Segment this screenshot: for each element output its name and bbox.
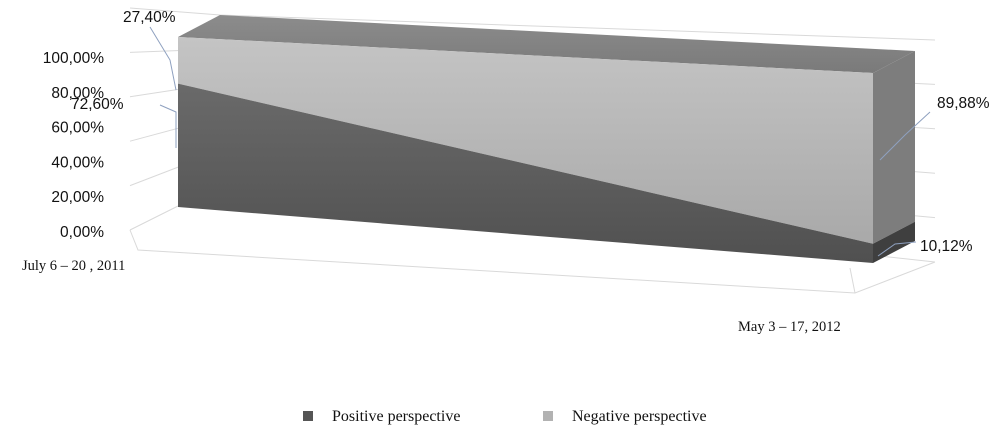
y-tick-label: 40,00% — [51, 154, 104, 171]
y-tick-label: 80,00% — [51, 85, 104, 102]
area-top-face — [178, 15, 915, 73]
leader-line — [149, 26, 177, 91]
data-label: 72,60% — [71, 96, 124, 113]
legend-label: Negative perspective — [572, 408, 707, 425]
leader-line — [159, 104, 177, 148]
data-label: 27,40% — [123, 9, 176, 26]
legend-swatch — [303, 411, 313, 421]
x-category-label: May 3 – 17, 2012 — [738, 319, 841, 335]
leader-line — [879, 111, 931, 161]
floor-edge — [849, 267, 856, 294]
negative-side-face — [873, 51, 915, 244]
data-label: 10,12% — [920, 238, 973, 255]
y-tick-label: 0,00% — [60, 224, 104, 241]
floor-edge — [129, 229, 936, 294]
y-tick-label: 100,00% — [43, 50, 104, 67]
area-positive-perspective — [178, 83, 873, 263]
legend-swatch — [543, 411, 553, 421]
x-axis-categories: July 6 – 20 , 2011 May 3 – 17, 2012 — [22, 258, 841, 335]
area-negative-perspective — [178, 37, 873, 244]
y-tick-label: 60,00% — [51, 120, 104, 137]
data-labels: 27,40% 72,60% 89,88% 10,12% — [71, 9, 990, 257]
y-tick-label: 20,00% — [51, 189, 104, 206]
leader-line — [877, 241, 917, 257]
series-group — [178, 15, 915, 263]
x-category-label: July 6 – 20 , 2011 — [22, 258, 125, 274]
y-axis-ticks: 0,00% 20,00% 40,00% 60,00% 80,00% 100,00% — [43, 50, 104, 241]
legend-label: Positive perspective — [332, 408, 460, 425]
legend: Positive perspective Negative perspective — [303, 408, 707, 425]
data-label: 89,88% — [937, 95, 990, 112]
